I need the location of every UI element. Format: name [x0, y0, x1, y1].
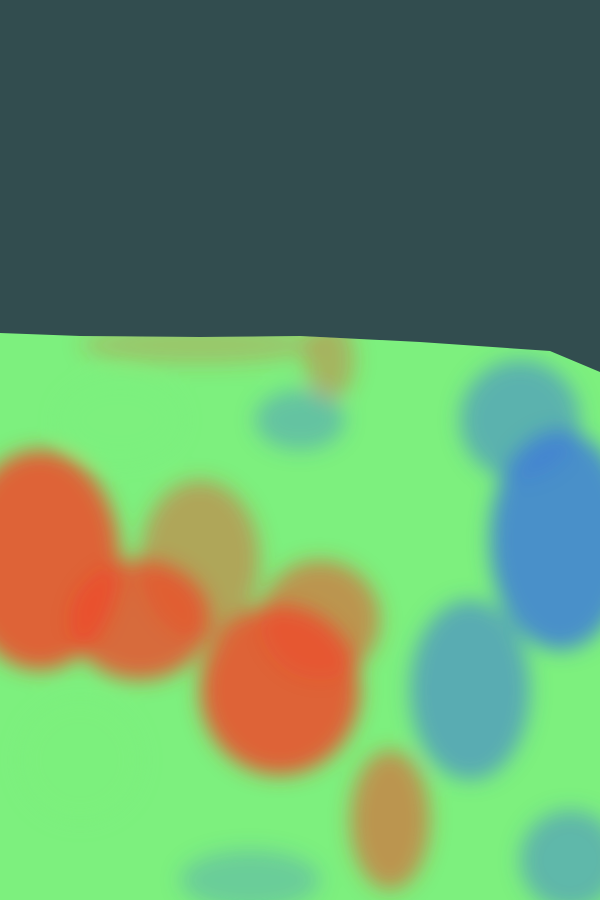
terrain-color-region — [305, 333, 355, 400]
terrain-color-region — [490, 430, 600, 650]
terrain-color-region — [460, 360, 580, 480]
terrain-color-region — [260, 560, 380, 680]
terrain-color-region — [410, 600, 530, 780]
terrain-color-region — [255, 390, 345, 450]
terrain-color-region — [520, 810, 600, 900]
terrain-color-region — [350, 750, 430, 890]
terrain-color-region — [20, 700, 140, 820]
terrain-color-region — [60, 380, 180, 460]
terrain-surface — [0, 333, 600, 900]
terrain-color-region — [140, 480, 260, 640]
terrain-color-region — [180, 850, 320, 900]
